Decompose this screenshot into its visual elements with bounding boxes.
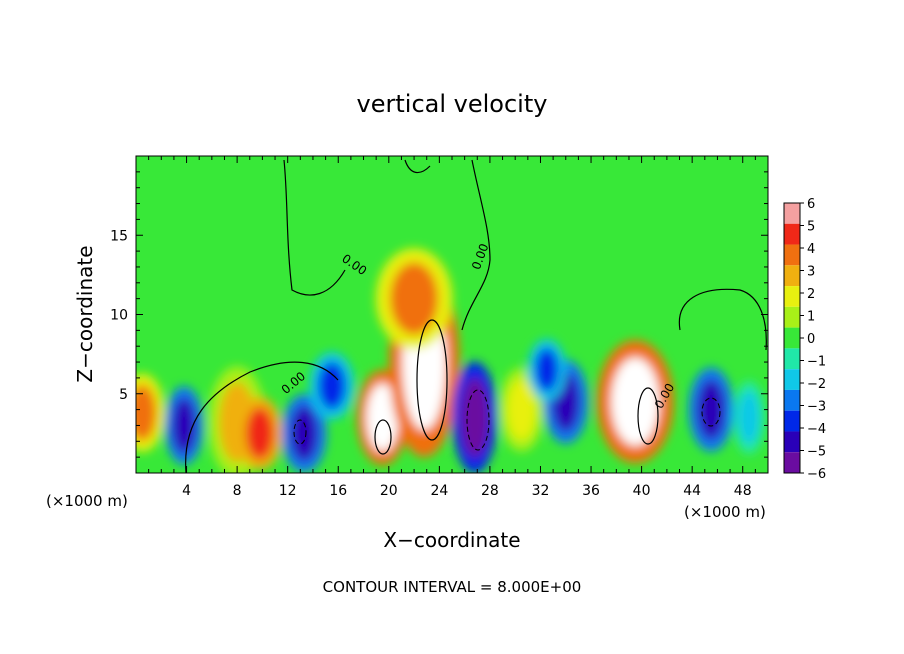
negative-contour [701,397,721,427]
colorbar-label: −6 [807,467,826,482]
colorbar-label: −3 [807,400,826,415]
field-core [611,357,660,446]
y-axis: 5 10 15 [110,171,768,458]
colorbar-swatch [784,431,800,453]
field-core [739,391,760,444]
colorbar-swatch [784,306,800,328]
x-tick-label: 40 [633,483,651,499]
colorbar-swatch [784,265,800,287]
field-core [172,397,197,454]
x-tick-label: 12 [279,483,297,499]
negative-contour [293,419,307,445]
field-core [390,262,439,335]
colorbar-swatch [784,244,800,266]
velocity-field [136,248,766,473]
zero-contour [185,361,339,473]
zero-contour [637,387,659,445]
zero-contour [374,419,392,455]
field-core [245,407,274,460]
colorbar: 6 5 4 3 2 1 0 −1 −2 −3 −4 −5 −6 [783,197,826,482]
field-core [460,377,489,458]
x-axis-label: X−coordinate [383,528,520,552]
colorbar-label: −1 [807,355,826,370]
colorbar-swatch [784,389,800,411]
zero-contour [416,319,448,441]
negative-contour-lines [293,389,721,451]
field-core [697,379,726,440]
x-tick-label: 8 [233,483,242,499]
field-core [136,384,157,441]
x-tick-label: 4 [182,483,191,499]
x-unit-right: (×1000 m) [684,503,766,521]
zero-contour [283,159,346,296]
colorbar-label: 2 [807,287,815,302]
colorbar-swatch [784,452,800,473]
colorbar-label: −2 [807,377,826,392]
x-axis: 4 8 12 16 20 24 28 32 36 40 44 48 [148,156,756,499]
x-tick-label: 44 [683,483,701,499]
contour-interval-note: CONTOUR INTERVAL = 8.000E+00 [323,578,582,596]
y-tick-label: 10 [110,308,128,324]
y-tick-label: 5 [119,387,128,403]
x-tick-label: 32 [532,483,550,499]
colorbar-label: 3 [807,265,815,280]
zero-contour [678,288,767,351]
colorbar-label: 6 [807,197,815,212]
colorbar-swatch [784,327,800,349]
x-unit-left: (×1000 m) [46,492,128,510]
x-tick-label: 28 [481,483,499,499]
field-core [507,379,536,440]
colorbar-label: −5 [807,445,826,460]
field-core [317,361,346,410]
colorbar-swatch [784,203,800,224]
y-axis-label: Z−coordinate [73,245,97,382]
colorbar-swatch [784,348,800,370]
colorbar-swatch [784,223,800,245]
colorbar-label: 0 [807,332,815,347]
zero-contour [461,159,491,331]
colorbar-label: −4 [807,422,826,437]
colorbar-label: 1 [807,310,815,325]
x-tick-label: 24 [430,483,448,499]
field-core [290,405,319,462]
colorbar-swatch [784,369,800,390]
negative-contour [466,389,490,451]
zero-contour [404,159,431,174]
colorbar-label: 5 [807,220,815,235]
x-tick-label: 48 [734,483,752,499]
zero-contour-lines [185,159,767,473]
plot-area: 0.000.000.000.00 [136,156,768,473]
field-core [534,347,559,392]
x-tick-label: 36 [582,483,600,499]
y-tick-label: 15 [110,228,128,244]
colorbar-swatch [784,410,800,432]
chart-title: vertical velocity [357,90,548,118]
x-tick-label: 16 [329,483,347,499]
colorbar-label: 4 [807,242,815,257]
colorbar-swatch [784,286,800,307]
x-tick-label: 20 [380,483,398,499]
